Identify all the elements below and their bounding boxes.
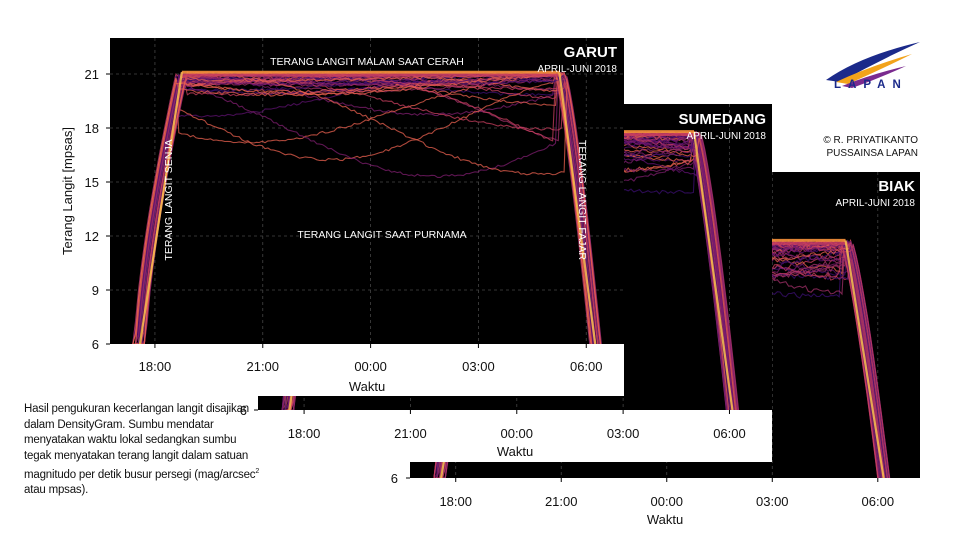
panel-title: SUMEDANG bbox=[678, 111, 766, 128]
x-tick-label: 18:00 bbox=[139, 359, 172, 374]
x-tick-label: 21:00 bbox=[545, 494, 578, 509]
x-tick-label: 21:00 bbox=[246, 359, 279, 374]
x-axis-label: Waktu bbox=[349, 379, 385, 394]
caption-text-end: atau mpsas). bbox=[24, 484, 89, 497]
chart-panel-garut: 18:00 21:00 00:00 03:00 06:00 Waktu 6 9 12 15 18 21… bbox=[50, 38, 624, 396]
figure-caption: Hasil pengukuran kecerlangan langit disa… bbox=[24, 402, 262, 499]
panel-title: BIAK bbox=[878, 178, 915, 195]
lapan-logo-icon bbox=[826, 42, 920, 88]
y-tick-label: 12 bbox=[85, 229, 99, 244]
x-tick-label: 18:00 bbox=[288, 426, 321, 441]
x-tick-label: 21:00 bbox=[394, 426, 427, 441]
caption-text: Hasil pengukuran kecerlangan langit disa… bbox=[24, 403, 256, 481]
twilight-edge bbox=[138, 72, 183, 344]
y-tick-label: 6 bbox=[391, 471, 398, 486]
panel-title: GARUT bbox=[564, 44, 617, 61]
x-tick-label: 00:00 bbox=[650, 494, 683, 509]
x-tick-label: 00:00 bbox=[354, 359, 387, 374]
x-tick-label: 03:00 bbox=[607, 426, 640, 441]
panel-subtitle: APRIL-JUNI 2018 bbox=[538, 64, 618, 75]
twilight-edge bbox=[844, 240, 885, 478]
panel-subtitle: APRIL-JUNI 2018 bbox=[687, 131, 767, 142]
y-tick-label: 15 bbox=[85, 175, 99, 190]
annotation-full-moon: TERANG LANGIT SAAT PURNAMA bbox=[297, 229, 466, 241]
density-traces bbox=[132, 70, 602, 344]
twilight-edge bbox=[692, 131, 734, 410]
y-tick-label: 6 bbox=[92, 337, 99, 352]
panel-subtitle: APRIL-JUNI 2018 bbox=[836, 198, 916, 209]
y-axis-label: Terang Langit [mpsas] bbox=[60, 127, 75, 255]
density-trace bbox=[132, 73, 593, 344]
x-tick-label: 18:00 bbox=[439, 494, 472, 509]
density-trace bbox=[132, 72, 592, 344]
x-tick-label: 06:00 bbox=[713, 426, 746, 441]
density-trace bbox=[132, 70, 602, 344]
caption-superscript: 2 bbox=[255, 468, 260, 475]
y-tick-label: 9 bbox=[92, 283, 99, 298]
x-tick-label: 00:00 bbox=[500, 426, 533, 441]
y-tick-label: 21 bbox=[85, 67, 99, 82]
annotation-dawn: TERANG LANGIT FAJAR bbox=[576, 140, 588, 260]
density-trace bbox=[132, 73, 594, 344]
y-tick-label: 18 bbox=[85, 121, 99, 136]
x-tick-label: 06:00 bbox=[862, 494, 895, 509]
credit-institution: PUSSAINSA LAPAN bbox=[826, 148, 918, 159]
x-tick-label: 06:00 bbox=[570, 359, 603, 374]
lapan-logo-text: LAPAN bbox=[834, 79, 908, 91]
annotation-clear-sky: TERANG LANGIT MALAM SAAT CERAH bbox=[270, 56, 464, 68]
x-tick-label: 03:00 bbox=[462, 359, 495, 374]
credit-block: © R. PRIYATIKANTO PUSSAINSA LAPAN bbox=[770, 134, 918, 160]
x-axis-label: Waktu bbox=[647, 512, 683, 527]
annotation-dusk: TERANG LANGIT SENJA bbox=[163, 139, 175, 260]
twilight-edge bbox=[558, 72, 597, 344]
credit-author: © R. PRIYATIKANTO bbox=[823, 135, 918, 146]
density-trace bbox=[132, 74, 595, 344]
x-axis-label: Waktu bbox=[497, 444, 533, 459]
y-tick-label: 6 bbox=[240, 403, 247, 418]
x-tick-label: 03:00 bbox=[756, 494, 789, 509]
